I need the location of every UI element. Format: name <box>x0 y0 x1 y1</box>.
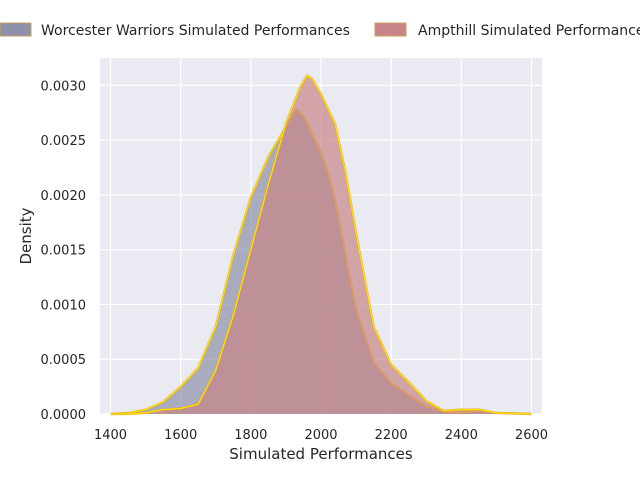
x-tick-label-6: 2600 <box>515 428 548 443</box>
legend: Worcester Warriors Simulated Performance… <box>0 22 640 39</box>
x-axis-ticks: 1400 1600 1800 2000 2200 2400 2600 <box>94 428 548 443</box>
area-fill-series-1 <box>110 75 532 414</box>
y-tick-label-3: 0.0015 <box>41 244 87 259</box>
x-tick-label-5: 2400 <box>445 428 478 443</box>
y-tick-label-4: 0.0020 <box>41 189 87 204</box>
x-axis-label: Simulated Performances <box>229 445 413 463</box>
legend-label-worcester: Worcester Warriors Simulated Performance… <box>41 23 350 39</box>
y-axis-label: Density <box>17 207 35 264</box>
x-tick-label-2: 1800 <box>234 428 267 443</box>
y-tick-label-2: 0.0010 <box>41 298 87 313</box>
x-tick-label-3: 2000 <box>304 428 337 443</box>
legend-label-ampthill: Ampthill Simulated Performances <box>418 23 640 39</box>
x-tick-label-4: 2200 <box>375 428 408 443</box>
y-tick-label-6: 0.0030 <box>41 79 87 94</box>
legend-swatch-ampthill <box>374 22 407 37</box>
density-areas <box>110 73 532 416</box>
legend-swatch-worcester <box>0 22 32 37</box>
y-tick-label-0: 0.0000 <box>41 408 87 423</box>
x-tick-label-1: 1600 <box>164 428 197 443</box>
y-tick-label-5: 0.0025 <box>41 134 87 149</box>
y-axis-ticks: 0.0000 0.0005 0.0010 0.0015 0.0020 0.0025 0.00… <box>41 79 87 423</box>
density-curve-series-1 <box>110 74 532 415</box>
x-tick-label-0: 1400 <box>94 428 127 443</box>
y-tick-label-1: 0.0005 <box>41 353 87 368</box>
